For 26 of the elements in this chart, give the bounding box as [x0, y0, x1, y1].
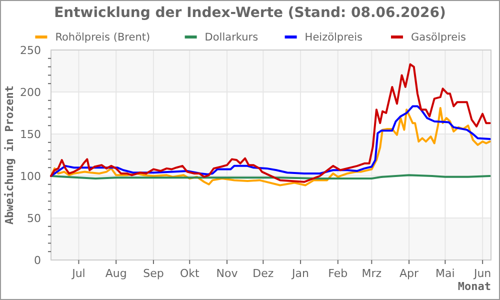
x-tick-label: Mrz [362, 267, 382, 280]
x-tick-label: Jul [71, 267, 86, 280]
x-tick-label: Nov [216, 267, 238, 280]
x-axis-title: Monat [458, 280, 491, 293]
x-tick-label: Sep [143, 267, 164, 280]
legend-label: Dollarkurs [204, 32, 258, 44]
y-tick-label: 100 [20, 170, 41, 183]
x-tick-label: Aug [105, 267, 127, 280]
y-tick-label: 150 [20, 128, 41, 141]
y-tick-label: 200 [20, 86, 41, 99]
x-tick-label: Jun [472, 267, 492, 280]
x-tick-label: Okt [180, 267, 200, 280]
legend-label: Gasölpreis [411, 32, 466, 44]
x-tick-label: Apr [400, 267, 420, 280]
y-tick-label: 250 [20, 44, 41, 57]
x-tick-label: Jan [291, 267, 310, 280]
x-tick-label: Mai [436, 267, 455, 280]
x-tick-label: Feb [328, 267, 348, 280]
y-tick-label: 50 [27, 212, 41, 225]
chart-title: Entwicklung der Index-Werte (Stand: 08.06.2026) [54, 5, 446, 21]
y-axis-title: Abweichung in Prozent [3, 85, 16, 225]
legend-label: Heizölpreis [304, 32, 363, 44]
y-tick-label: 0 [34, 254, 41, 267]
x-tick-label: Dez [252, 267, 274, 280]
line-series [50, 63, 491, 183]
legend-label: Rohölpreis (Brent) [55, 32, 150, 44]
